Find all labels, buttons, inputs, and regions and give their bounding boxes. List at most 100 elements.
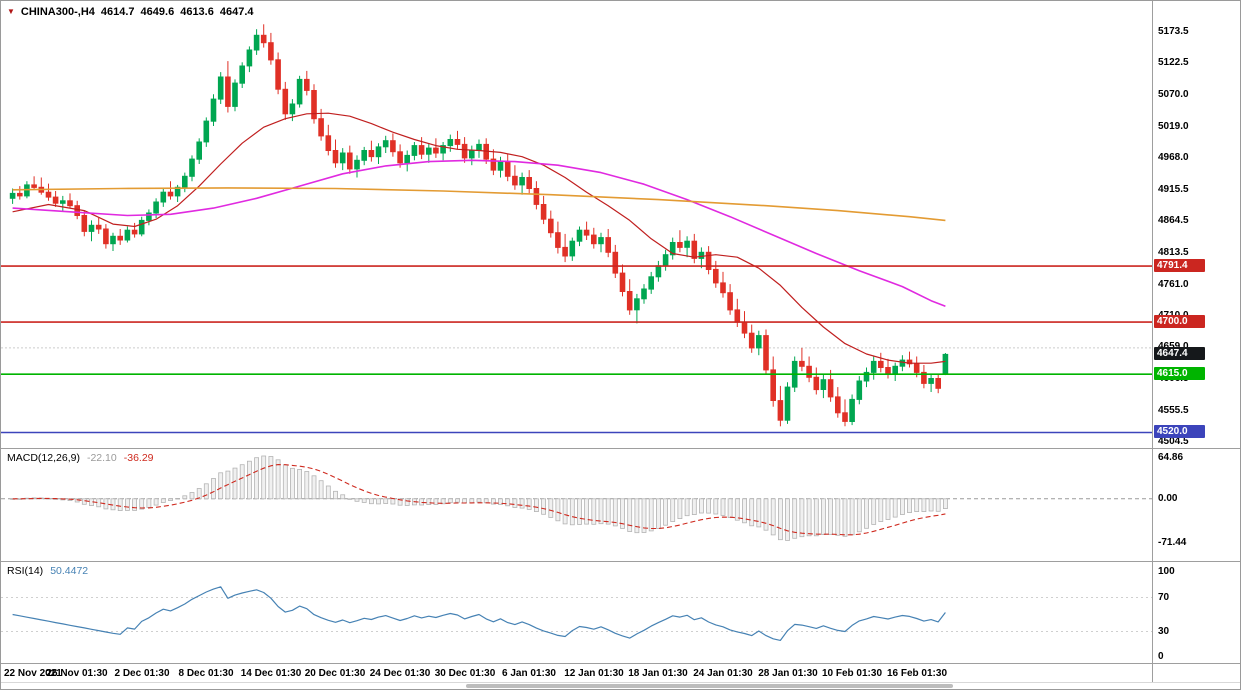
candle-body [519,177,525,186]
candle-body [476,143,482,151]
candle-body [74,205,81,216]
macd-bar [168,498,173,501]
scrollbar-thumb[interactable] [466,684,953,688]
macd-bar [627,498,633,532]
macd-bar [81,498,87,505]
symbol-ohlc-line: ▼ CHINA300-,H4 4614.7 4649.6 4613.6 4647… [7,6,254,18]
macd-bar [297,468,303,500]
macd-bar [153,498,159,506]
macd-bar [749,498,755,527]
candle-body [447,139,454,147]
macd-bar [634,498,640,534]
macd-bar [146,498,152,508]
candle-body [289,103,296,115]
candle-body [497,161,504,171]
macd-tick-label: -71.44 [1158,537,1187,548]
candle-body [921,371,927,384]
candle-body [296,78,303,105]
macd-bar [720,498,726,516]
ma-slow-orange-line [12,187,946,222]
candle-body [770,369,777,401]
candle-body [576,229,583,242]
macd-bar [878,498,884,522]
candle-body [677,242,683,248]
macd-bar [907,498,912,513]
macd-bar [333,490,338,500]
candle-body [849,398,855,422]
macd-bar [569,498,575,526]
price-tick-label: 4968.0 [1158,152,1189,163]
macd-bar [139,498,145,510]
macd-bar [368,498,374,505]
candle-body [210,98,217,122]
candle-body [368,150,375,158]
candle-body [354,159,360,170]
time-axis-label: 8 Dec 01:30 [178,668,234,679]
macd-bar [469,498,475,504]
macd-bar [792,498,798,539]
macd-bar [261,455,267,500]
candle-body [641,288,647,300]
candle-body [461,143,468,159]
candle-body [813,376,820,391]
ohlc-close: 4647.4 [219,6,254,18]
price-tick-label: 4504.5 [1158,436,1189,447]
candle-body [382,140,389,148]
symbol-dropdown-icon[interactable]: ▼ [7,7,15,16]
macd-bar [577,498,582,525]
macd-name: MACD(12,26,9) [7,452,80,464]
candle-body [763,335,769,371]
candle-body [282,88,289,115]
macd-bar [670,498,676,522]
macd-bar [340,494,346,500]
time-axis-label: 30 Dec 01:30 [434,668,496,679]
macd-bar [476,498,482,503]
level-price-label: 4615.0 [1154,367,1205,380]
candle-body [526,177,533,189]
time-axis[interactable]: 22 Nov 2021 26 Nov 01:30 2 Dec 01:30 8 Dec … [1,664,1153,683]
macd-bar [849,498,855,536]
candle-body [189,158,195,177]
time-axis-label: 26 Nov 01:30 [46,668,108,679]
macd-bar [397,498,403,506]
candle-body [669,242,676,256]
time-axis-label: 24 Jan 01:30 [693,668,753,679]
macd-bar [483,498,489,504]
time-axis-label: 16 Feb 01:30 [886,668,948,679]
candle-body [117,235,124,241]
macd-tick-label: 64.86 [1158,452,1184,463]
macd-bar [734,498,740,521]
macd-bar [548,498,554,518]
candle-body [835,396,841,414]
macd-bar [182,495,188,500]
candle-body [174,186,181,197]
macd-bar [519,498,525,509]
macd-bar [311,475,317,500]
candle-body [45,191,52,198]
time-axis-label: 22 Nov 2021 [4,668,62,679]
macd-bar [160,498,166,503]
macd-bar [699,498,704,514]
candle-body [146,212,152,221]
candle-body [347,152,353,170]
horizontal-scrollbar[interactable] [1,683,1240,689]
macd-main-value: -22.10 [86,452,117,464]
macd-bar [935,498,941,512]
macd-bar [440,498,446,505]
macd-bar [785,498,790,541]
price-tick-label: 5173.5 [1158,26,1189,37]
macd-bar [534,498,539,512]
candle-body [318,118,324,137]
macd-bar [648,498,654,532]
macd-bar [856,498,862,533]
candle-body [167,191,174,197]
candle-body [138,219,145,235]
macd-bar [835,498,841,536]
price-axis[interactable]: 5173.5 5122.5 5070.0 5019.0 4968.0 4915.5 4864… [1153,1,1239,683]
candle-body [411,145,418,156]
candle-body [705,251,712,271]
macd-bar [605,498,611,525]
macd-bar [677,498,683,519]
candle-body [160,191,167,203]
